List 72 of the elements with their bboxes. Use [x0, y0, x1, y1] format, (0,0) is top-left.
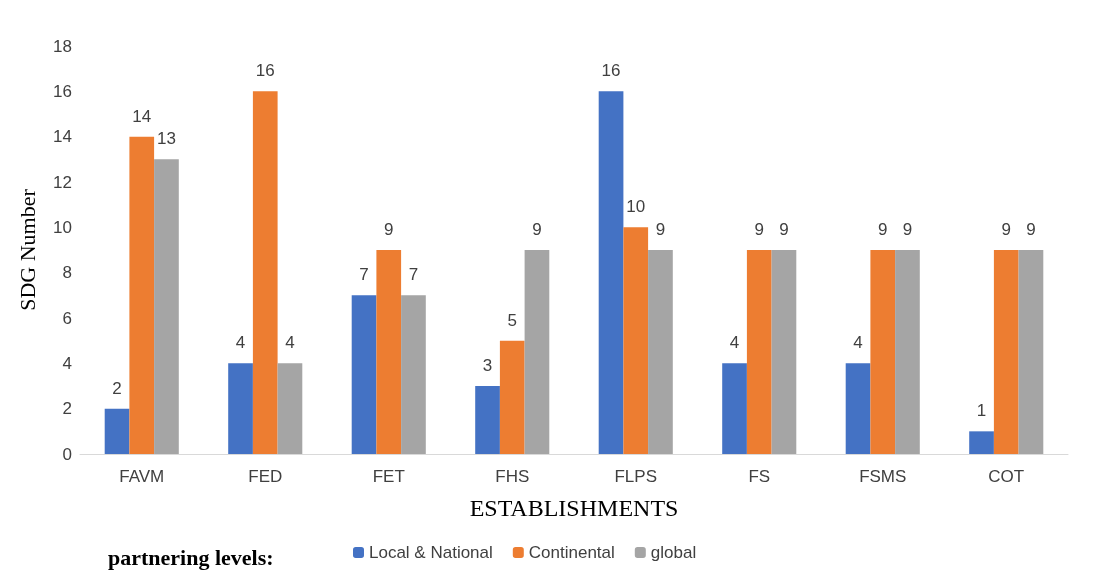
- data-label: 9: [384, 220, 394, 239]
- x-tick-label: FSMS: [859, 467, 907, 486]
- bar: [475, 386, 500, 454]
- bar: [722, 363, 747, 454]
- x-tick-label: COT: [988, 467, 1025, 486]
- data-label: 9: [779, 220, 789, 239]
- data-label: 9: [754, 220, 764, 239]
- y-tick-label: 2: [62, 399, 72, 419]
- data-label: 4: [235, 333, 246, 353]
- data-label: 3: [482, 356, 493, 375]
- bar: [895, 250, 920, 454]
- y-tick-label: 8: [62, 263, 72, 283]
- data-label: 4: [285, 333, 295, 353]
- data-label: 1: [976, 401, 987, 421]
- data-label: 9: [1001, 220, 1011, 239]
- data-label: 9: [1026, 220, 1036, 239]
- bar: [351, 295, 377, 454]
- bar: [870, 250, 896, 454]
- bar: [104, 408, 130, 454]
- data-label: 9: [655, 220, 666, 239]
- data-label: 10: [626, 197, 646, 217]
- x-tick-label: FLPS: [614, 467, 658, 486]
- y-axis-title: SDG Number: [14, 188, 40, 311]
- data-label: 5: [507, 310, 517, 330]
- data-label: 4: [853, 333, 863, 353]
- bar: [623, 227, 649, 454]
- y-tick-label: 0: [62, 444, 72, 464]
- bar: [746, 250, 772, 454]
- data-label: 14: [132, 106, 152, 126]
- bar: [277, 363, 303, 454]
- bar: [845, 363, 871, 454]
- bar: [401, 295, 426, 454]
- legend-title: partnering levels:: [108, 544, 274, 570]
- data-label: 2: [112, 378, 122, 398]
- x-tick-label: FED: [248, 467, 283, 486]
- y-tick-label: 16: [53, 81, 72, 101]
- bar: [129, 136, 155, 454]
- x-axis-title: ESTABLISHMENTS: [469, 495, 679, 521]
- data-label: 9: [902, 220, 913, 239]
- bar: [1018, 250, 1044, 454]
- data-label: 7: [359, 265, 369, 285]
- data-label: 16: [601, 61, 621, 81]
- bar: [524, 250, 550, 454]
- bar: [376, 250, 402, 454]
- data-label: 9: [532, 220, 542, 239]
- y-tick-label: 12: [53, 172, 72, 192]
- data-label: 9: [878, 220, 888, 239]
- y-tick-label: 10: [53, 217, 72, 237]
- y-tick-label: 4: [62, 353, 72, 373]
- data-label: 4: [729, 333, 740, 353]
- bar: [993, 250, 1019, 454]
- data-label: 13: [156, 129, 176, 149]
- x-tick-label: FHS: [495, 467, 530, 486]
- bar: [154, 159, 179, 454]
- bar: [252, 91, 278, 454]
- data-label: 7: [408, 265, 419, 285]
- bar: [648, 250, 673, 454]
- legend-label: Local & National: [369, 543, 493, 562]
- legend-label: Continental: [528, 543, 615, 562]
- y-tick-label: 6: [62, 308, 72, 328]
- y-tick-label: 18: [53, 36, 72, 56]
- bar: [969, 431, 994, 454]
- x-tick-label: FAVM: [119, 467, 165, 486]
- data-label: 16: [255, 61, 275, 81]
- bar: [771, 250, 797, 454]
- bar: [228, 363, 253, 454]
- x-tick-label: FS: [748, 467, 771, 486]
- bar: [598, 91, 624, 454]
- legend-label: global: [650, 543, 697, 562]
- x-tick-label: FET: [372, 467, 405, 486]
- y-tick-label: 14: [53, 127, 72, 147]
- bar: [499, 340, 525, 454]
